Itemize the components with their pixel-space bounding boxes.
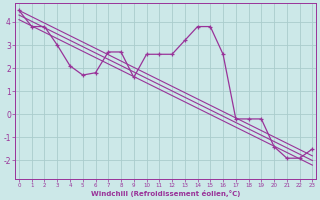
X-axis label: Windchill (Refroidissement éolien,°C): Windchill (Refroidissement éolien,°C) [91,190,240,197]
